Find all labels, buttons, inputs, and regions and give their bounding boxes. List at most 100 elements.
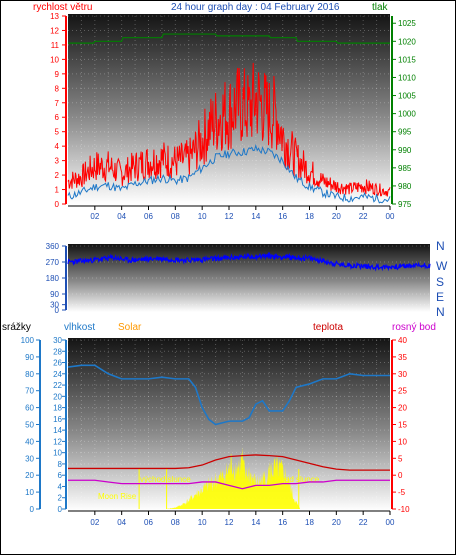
humidity-line <box>67 364 390 426</box>
wind-gust-line <box>67 62 391 197</box>
pressure-tick-label: 985 <box>398 164 412 173</box>
solar-axis-label: Solar <box>118 322 142 333</box>
time-tick-label: 00 <box>386 212 395 221</box>
time-tick-label-3: 20 <box>332 518 341 527</box>
humidity-tick-label: 6 <box>58 471 63 480</box>
temperature-tick-label: 5 <box>398 454 403 463</box>
pressure-axis-label: tlak <box>372 2 389 13</box>
time-tick-label: 06 <box>144 212 153 221</box>
humidity-axis-label: vlhkost <box>64 322 95 333</box>
rain-tick-label: 80 <box>25 370 34 379</box>
wind-tick-label: 4 <box>55 142 60 151</box>
humidity-tick-label: 8 <box>58 460 63 469</box>
time-tick-label: 10 <box>198 212 207 221</box>
axes-layer: 0123456789101112139759809859909951000100… <box>21 12 417 527</box>
rain-tick-label: 50 <box>25 421 34 430</box>
pressure-tick-label: 980 <box>398 182 412 191</box>
time-tick-label: 16 <box>278 212 287 221</box>
time-tick-label-3: 18 <box>305 518 314 527</box>
time-tick-label-3: 08 <box>171 518 180 527</box>
compass-e: E <box>436 290 444 304</box>
wind-tick-label: 13 <box>50 12 59 21</box>
pressure-tick-label: 1010 <box>398 73 416 82</box>
time-tick-label-3: 06 <box>144 518 153 527</box>
wind-tick-label: 0 <box>55 200 60 209</box>
compass-n-top: N <box>436 239 445 253</box>
time-tick-label: 14 <box>251 212 260 221</box>
humidity-tick-label: 26 <box>53 359 62 368</box>
wind-tick-label: 7 <box>55 99 60 108</box>
wind-tick-label: 1 <box>55 186 60 195</box>
rain-tick-label: 90 <box>25 353 34 362</box>
pressure-tick-label: 975 <box>398 200 412 209</box>
direction-tick-label: 0 <box>55 306 60 315</box>
dewpoint-line <box>68 479 390 490</box>
temperature-tick-label: 10 <box>398 437 407 446</box>
time-tick-label: 08 <box>171 212 180 221</box>
humidity-tick-label: 20 <box>53 392 62 401</box>
time-tick-label: 04 <box>117 212 126 221</box>
pressure-tick-label: 1015 <box>398 55 416 64</box>
time-tick-label-3: 02 <box>90 518 99 527</box>
temperature-tick-label: 35 <box>398 353 407 362</box>
wind-average-line <box>67 143 391 204</box>
pressure-tick-label: 1000 <box>398 110 416 119</box>
time-tick-label-3: 10 <box>198 518 207 527</box>
rain-tick-label: 100 <box>21 336 35 345</box>
wind-direction-line <box>67 251 431 272</box>
wind-tick-label: 8 <box>55 84 60 93</box>
humidity-tick-label: 14 <box>53 426 62 435</box>
time-tick-label: 12 <box>225 212 234 221</box>
pressure-line <box>68 33 390 44</box>
pressure-tick-label: 995 <box>398 128 412 137</box>
sunrise-label: východ slunce <box>140 475 191 484</box>
wind-tick-label: 11 <box>51 41 60 50</box>
direction-tick-label: 180 <box>46 274 60 283</box>
humidity-tick-label: 24 <box>53 370 62 379</box>
wind-tick-label: 3 <box>55 157 60 166</box>
time-tick-label-3: 14 <box>251 518 260 527</box>
rain-tick-label: 40 <box>25 437 34 446</box>
sunset-label: západ slunce <box>272 475 320 484</box>
temperature-tick-label: -10 <box>398 505 410 514</box>
pressure-tick-label: 1025 <box>398 19 416 28</box>
temperature-tick-label: -5 <box>398 488 406 497</box>
humidity-tick-label: 30 <box>53 336 62 345</box>
compass-w: W <box>436 259 448 273</box>
time-tick-label-3: 12 <box>225 518 234 527</box>
pressure-tick-label: 990 <box>398 146 412 155</box>
rain-tick-label: 0 <box>30 505 35 514</box>
time-tick-label: 02 <box>90 212 99 221</box>
moonrise-label: Moon Rise <box>98 492 137 501</box>
humidity-tick-label: 22 <box>53 381 62 390</box>
compass-s: S <box>436 275 444 289</box>
time-tick-label: 22 <box>359 212 368 221</box>
rain-tick-label: 20 <box>25 471 34 480</box>
temperature-tick-label: 40 <box>398 336 407 345</box>
direction-tick-label: 360 <box>46 242 60 251</box>
dewpoint-axis-label: rosný bod <box>392 322 436 333</box>
humidity-tick-label: 28 <box>53 347 62 356</box>
compass-n-bottom: N <box>436 305 445 319</box>
direction-tick-label: 270 <box>46 258 60 267</box>
wind-axis-label: rychlost větru <box>33 2 92 13</box>
humidity-tick-label: 12 <box>53 437 62 446</box>
time-tick-label: 18 <box>305 212 314 221</box>
temperature-axis-label: teplota <box>313 322 343 333</box>
wind-tick-label: 5 <box>55 128 60 137</box>
time-tick-label-3: 00 <box>386 518 395 527</box>
direction-tick-label: 30 <box>50 301 59 310</box>
wind-tick-label: 9 <box>55 70 60 79</box>
humidity-tick-label: 0 <box>58 505 63 514</box>
temperature-tick-label: 20 <box>398 404 407 413</box>
rain-tick-label: 30 <box>25 454 34 463</box>
humidity-tick-label: 16 <box>53 415 62 424</box>
rain-axis-label: srážky <box>2 322 31 333</box>
time-tick-label-3: 04 <box>117 518 126 527</box>
temperature-tick-label: 30 <box>398 370 407 379</box>
wind-tick-label: 2 <box>55 171 60 180</box>
time-tick-label: 20 <box>332 212 341 221</box>
time-tick-label-3: 16 <box>278 518 287 527</box>
direction-tick-label: 90 <box>50 290 59 299</box>
temperature-tick-label: 0 <box>398 471 403 480</box>
